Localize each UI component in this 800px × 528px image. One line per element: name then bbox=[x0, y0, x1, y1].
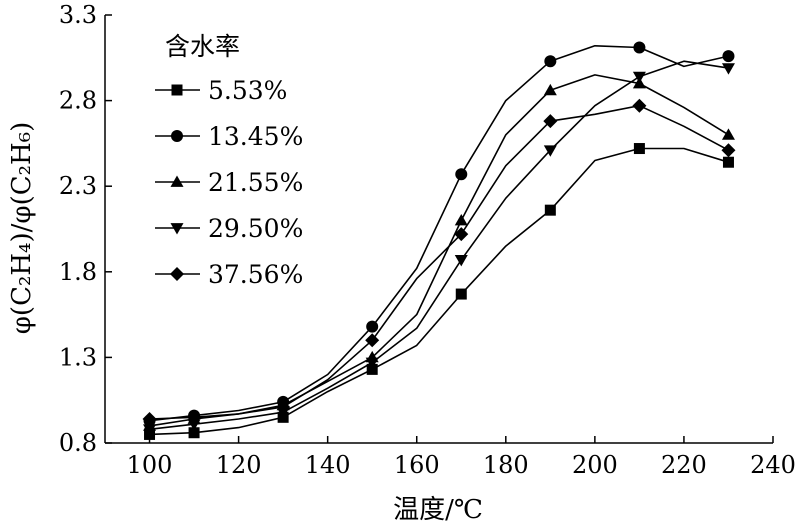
data-point bbox=[543, 114, 558, 129]
data-point bbox=[365, 357, 379, 370]
data-point bbox=[187, 419, 201, 431]
y-tick-label: 2.3 bbox=[59, 172, 97, 200]
data-point bbox=[722, 156, 734, 168]
data-point bbox=[455, 168, 468, 181]
series-line bbox=[149, 104, 729, 420]
series-5 bbox=[142, 98, 736, 427]
legend-item: 37.56% bbox=[155, 260, 303, 289]
legend-marker bbox=[171, 84, 183, 96]
series-4 bbox=[143, 60, 735, 436]
data-point bbox=[365, 333, 380, 348]
y-tick-label: 1.8 bbox=[59, 258, 97, 286]
legend: 含水率 5.53% 13.45% 21.55% 29.50% 37.56% bbox=[155, 32, 303, 289]
series-line bbox=[149, 44, 729, 422]
data-point bbox=[632, 71, 646, 84]
y-tick-label: 3.3 bbox=[59, 1, 97, 29]
legend-label: 21.55% bbox=[208, 168, 303, 197]
series-line bbox=[149, 60, 729, 431]
data-point bbox=[454, 227, 469, 242]
legend-label: 37.56% bbox=[208, 260, 303, 289]
data-point bbox=[276, 400, 291, 415]
data-point bbox=[721, 143, 736, 158]
data-point bbox=[632, 98, 647, 113]
data-point bbox=[142, 412, 157, 427]
legend-marker bbox=[171, 130, 183, 142]
legend-marker bbox=[170, 267, 184, 281]
data-point bbox=[187, 410, 202, 425]
series-layer bbox=[142, 41, 736, 440]
x-axis-title: 温度/℃ bbox=[393, 495, 483, 525]
x-tick-label: 240 bbox=[750, 451, 796, 479]
x-tick-label: 100 bbox=[127, 451, 173, 479]
data-point bbox=[543, 145, 557, 157]
data-point bbox=[188, 427, 200, 439]
x-tick-label: 160 bbox=[394, 451, 440, 479]
data-point bbox=[455, 288, 467, 300]
data-point bbox=[454, 213, 468, 226]
data-point bbox=[722, 50, 735, 63]
data-point bbox=[544, 55, 557, 68]
data-point bbox=[454, 254, 468, 267]
data-point bbox=[544, 204, 556, 216]
data-point bbox=[633, 41, 646, 54]
data-point bbox=[721, 128, 735, 140]
x-tick-label: 120 bbox=[216, 451, 262, 479]
legend-marker bbox=[170, 175, 184, 187]
x-axis-ticks: 100 120 140 160 180 200 220 240 bbox=[127, 436, 796, 479]
x-tick-label: 180 bbox=[483, 451, 529, 479]
y-tick-label: 2.8 bbox=[59, 87, 97, 115]
x-tick-label: 220 bbox=[661, 451, 707, 479]
y-tick-label: 1.3 bbox=[59, 343, 97, 371]
legend-label: 13.45% bbox=[208, 122, 303, 151]
data-point bbox=[633, 143, 645, 155]
y-tick-label: 0.8 bbox=[59, 429, 97, 457]
legend-title: 含水率 bbox=[165, 32, 240, 61]
legend-marker bbox=[170, 223, 184, 235]
legend-item: 13.45% bbox=[155, 122, 303, 151]
y-axis-title: φ(C₂H₄)/φ(C₂H₆) bbox=[7, 122, 37, 335]
y-axis-ticks: 0.8 1.3 1.8 2.3 2.8 3.3 bbox=[59, 1, 112, 457]
legend-label: 5.53% bbox=[208, 76, 287, 105]
x-tick-label: 200 bbox=[572, 451, 618, 479]
data-point bbox=[366, 320, 379, 333]
data-point bbox=[143, 424, 157, 436]
legend-item: 21.55% bbox=[155, 168, 303, 197]
legend-item: 5.53% bbox=[155, 76, 287, 105]
series-line bbox=[149, 147, 729, 436]
data-point bbox=[366, 363, 378, 375]
data-point bbox=[721, 63, 735, 75]
data-point bbox=[543, 83, 557, 96]
legend-item: 29.50% bbox=[155, 214, 303, 243]
legend-label: 29.50% bbox=[208, 214, 303, 243]
axes bbox=[104, 15, 773, 444]
x-tick-label: 140 bbox=[305, 451, 351, 479]
